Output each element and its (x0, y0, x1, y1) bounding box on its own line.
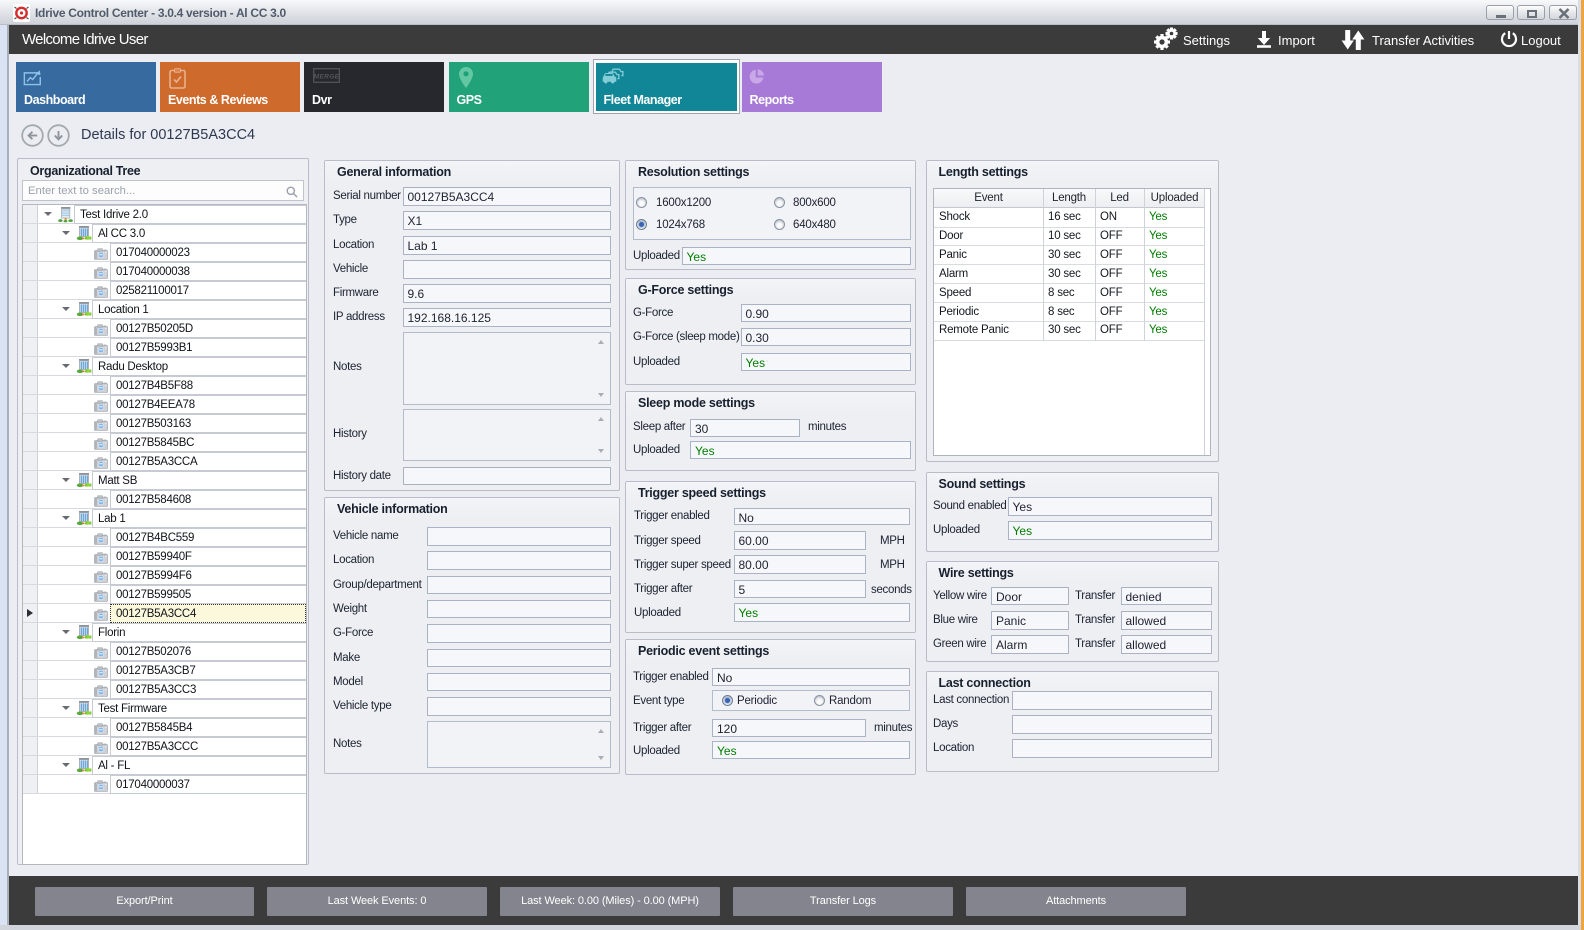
svg-text:MERGE: MERGE (314, 74, 340, 81)
